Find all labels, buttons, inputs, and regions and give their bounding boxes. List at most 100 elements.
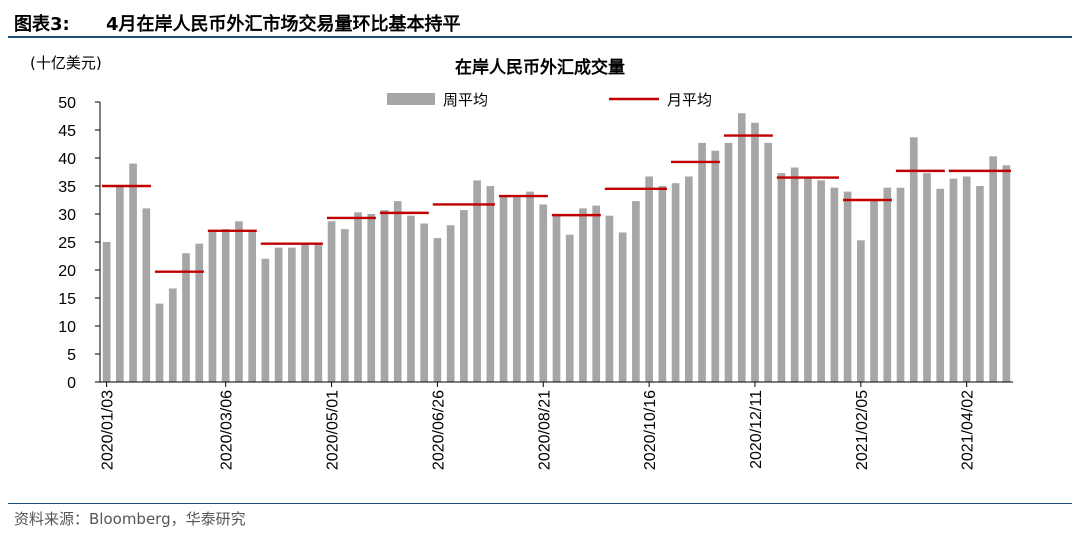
weekly-bar [976,186,984,382]
weekly-bar [235,221,243,382]
chart-title: 在岸人民币外汇成交量 [455,57,625,78]
monthly-average-lines [102,134,1011,273]
weekly-bar [367,214,376,382]
weekly-bar [949,178,958,382]
weekly-bar [539,204,548,382]
weekly-bar [248,230,257,382]
weekly-bar [790,167,799,382]
legend-monthly-label: 月平均 [667,91,712,109]
y-tick-label: 50 [58,95,76,112]
weekly-bar [129,163,137,382]
weekly-bar [962,176,971,382]
weekly-bar [380,210,389,382]
weekly-bar [883,187,892,382]
figure-title: 4月在岸人民币外汇市场交易量环比基本持平 [106,14,461,35]
weekly-bar [579,208,587,382]
x-tick-label: 2020/10/16 [642,390,659,470]
weekly-bar [909,137,918,382]
weekly-bar [817,180,825,382]
y-tick-label: 10 [58,319,76,336]
weekly-bar [486,186,495,382]
weekly-bar [923,173,931,382]
weekly-bar [565,234,574,382]
axes: 0 5 10 15 20 25 30 35 40 45 50 2020/01/03 2020/03/06… [58,95,1013,470]
y-tick-label: 20 [58,263,76,280]
weekly-bar [830,187,839,382]
y-tick-label: 40 [58,151,76,168]
weekly-bar [896,187,905,382]
weekly-bar [446,225,455,382]
weekly-bar [737,113,746,382]
y-tick-label: 0 [67,375,76,392]
weekly-bar [261,258,270,382]
weekly-bar [684,176,693,382]
weekly-bar [618,232,627,382]
weekly-bar [671,183,680,382]
figure-header: 图表3: 4月在岸人民币外汇市场交易量环比基本持平 [8,6,1072,38]
weekly-bar [645,176,653,382]
weekly-bar [711,150,720,382]
weekly-bar [1002,165,1011,382]
x-tick-label: 2020/05/01 [325,390,342,470]
weekly-bar [605,215,614,382]
y-axis-unit-label: (十亿美元) [30,54,102,72]
x-tick-label: 2020/03/06 [219,390,236,470]
weekly-bar [804,176,812,382]
weekly-bar [420,223,429,382]
weekly-bar [393,201,402,382]
y-tick-label: 30 [58,207,76,224]
weekly-bar [592,205,601,382]
weekly-bar [407,215,415,382]
weekly-bar [658,186,667,382]
legend-bar-swatch [387,93,435,105]
weekly-bar [473,180,481,382]
weekly-bar [433,238,442,382]
weekly-bar [288,247,296,382]
weekly-bar [843,191,852,382]
y-tick-label: 35 [58,179,76,196]
weekly-bar [989,156,997,382]
x-tick-label: 2021/02/05 [854,390,871,470]
weekly-bar [208,230,217,382]
source-note: 资料来源：Bloomberg，华泰研究 [14,510,246,528]
weekly-bar [354,212,362,382]
weekly-bar [632,201,640,382]
weekly-bar [460,210,468,382]
weekly-bar [274,247,283,382]
figure-footer-rule [8,503,1072,504]
weekly-bar [195,243,204,382]
weekly-bar [182,253,190,382]
x-tick-label: 2020/06/26 [430,390,447,470]
x-tick-label: 2020/12/11 [748,390,765,469]
weekly-bar [526,191,534,382]
y-tick-label: 5 [67,347,76,364]
weekly-bar [155,303,164,382]
y-tick-label: 15 [58,291,76,308]
weekly-bar [314,243,323,382]
weekly-bar [777,173,786,382]
weekly-bar [168,288,177,382]
x-tick-label: 2020/08/21 [536,390,553,470]
weekly-bar [102,242,111,382]
weekly-bar [552,215,561,382]
weekly-bar [764,142,773,382]
weekly-bar [724,142,733,382]
weekly-bar [751,122,759,382]
weekly-bar [698,142,706,382]
figure-label: 图表3: [14,14,70,35]
weekly-bar [301,243,309,382]
y-tick-label: 25 [58,235,76,252]
weekly-bar [142,208,151,382]
weekly-bar [936,188,945,382]
weekly-bars [102,113,1011,382]
x-tick-label: 2021/04/02 [960,390,977,470]
x-tick-label: 2020/01/03 [100,390,117,470]
legend: 周平均 月平均 [387,91,712,109]
weekly-bar [221,229,230,382]
weekly-bar [499,195,508,382]
weekly-bar [116,186,124,382]
legend-weekly-label: 周平均 [443,91,488,109]
weekly-bar [870,198,878,382]
weekly-bar [340,229,349,382]
